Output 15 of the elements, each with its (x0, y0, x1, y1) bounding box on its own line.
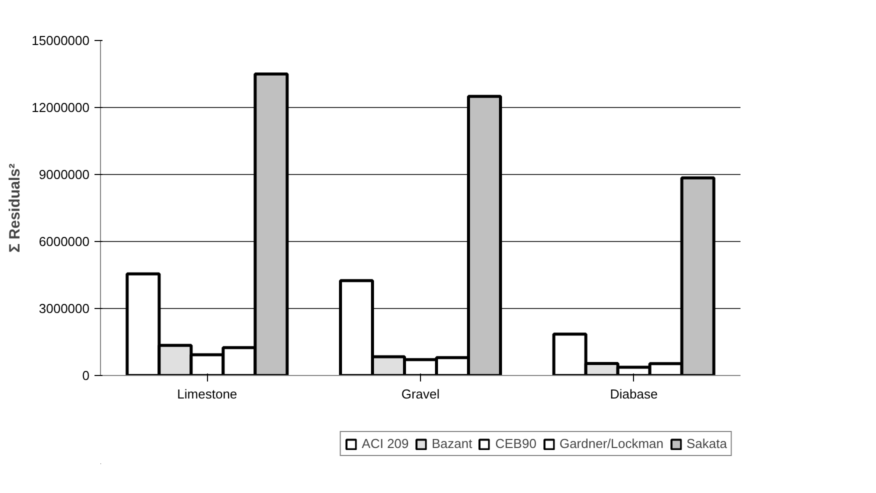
legend-label: Sakata (686, 436, 727, 451)
x-tick-label: Diabase (610, 386, 658, 402)
legend-label: CEB90 (495, 436, 536, 451)
y-tick-label: 15000000 (32, 33, 90, 48)
y-tick-label: 12000000 (32, 100, 90, 115)
legend-label: ACI 209 (362, 436, 409, 451)
y-tick-label: 3000000 (38, 301, 90, 316)
y-tick-label: 6000000 (38, 234, 90, 249)
y-axis-title: Σ Residuals² (6, 163, 24, 253)
x-tick-label: Gravel (401, 386, 440, 402)
y-tick-label: 0 (82, 368, 90, 383)
y-tick-label: 9000000 (38, 167, 90, 182)
legend-label: Gardner/Lockman (559, 436, 664, 451)
x-tick-label: Limestone (177, 386, 238, 402)
legend-label: Bazant (432, 436, 472, 451)
